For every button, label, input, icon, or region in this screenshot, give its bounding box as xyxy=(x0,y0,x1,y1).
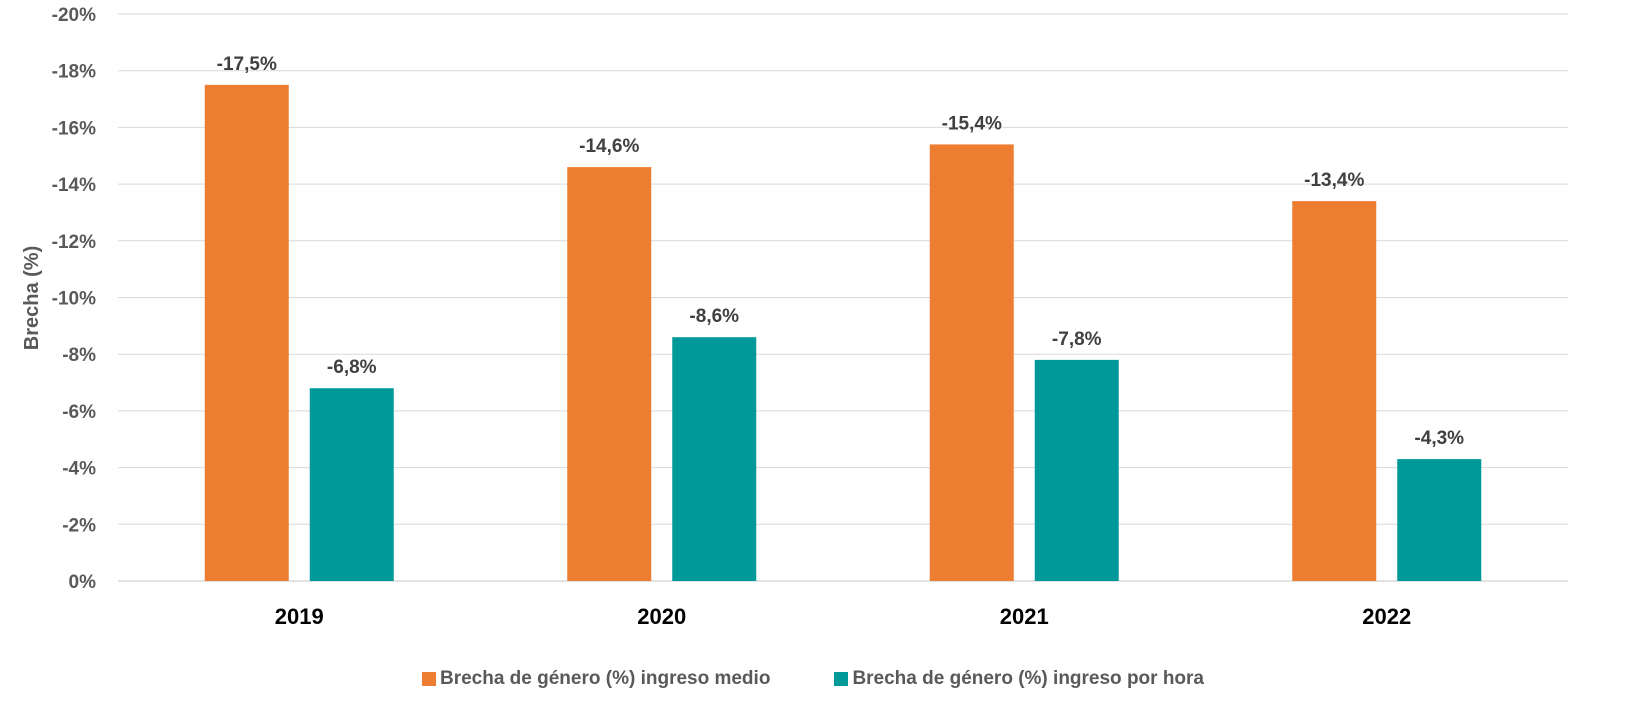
x-tick-label: 2021 xyxy=(1000,604,1049,629)
data-label: -7,8% xyxy=(1052,329,1102,350)
data-label: -14,6% xyxy=(579,136,639,157)
y-tick-label: -20% xyxy=(52,5,96,26)
y-tick-label: -16% xyxy=(52,118,96,139)
legend-label: Brecha de género (%) ingreso medio xyxy=(439,668,771,689)
y-tick-label: 0% xyxy=(69,572,97,593)
bars xyxy=(204,84,1482,582)
data-label: -8,6% xyxy=(689,306,739,327)
legend: Brecha de género (%) ingreso medio Brech… xyxy=(0,664,1626,694)
legend-item-ingreso-medio: Brecha de género (%) ingreso medio xyxy=(421,668,771,690)
y-axis-ticks: 0% -2% -4% -6% -8% -10% -12% -14% -16% -18% -20% xyxy=(52,5,96,593)
y-tick-label: -2% xyxy=(62,515,96,536)
legend-swatch xyxy=(421,672,436,686)
x-tick-label: 2020 xyxy=(637,604,686,629)
bar-ingreso-medio xyxy=(1292,201,1377,582)
x-tick-label: 2022 xyxy=(1362,604,1411,629)
bar-chart: -17,5% -6,8% -14,6% -8,6% -15,4% -7,8% -13,4% -… xyxy=(21,5,1568,629)
bar-ingreso-por-hora xyxy=(1397,459,1482,581)
y-tick-label: -12% xyxy=(52,232,96,253)
data-label: -6,8% xyxy=(327,357,377,378)
bar-ingreso-por-hora xyxy=(672,337,757,581)
legend-label: Brecha de género (%) ingreso por hora xyxy=(852,668,1205,689)
data-label: -13,4% xyxy=(1304,170,1364,191)
y-tick-label: -6% xyxy=(62,402,96,423)
y-tick-label: -10% xyxy=(52,289,96,310)
x-tick-label: 2019 xyxy=(275,604,324,629)
y-tick-label: -4% xyxy=(62,459,96,480)
y-tick-label: -8% xyxy=(62,345,96,366)
bar-ingreso-medio xyxy=(567,167,652,581)
data-label: -17,5% xyxy=(217,54,277,75)
x-axis-ticks: 2019 2020 2021 2022 xyxy=(275,604,1411,629)
data-label: -4,3% xyxy=(1414,428,1464,449)
bar-ingreso-medio xyxy=(929,144,1014,581)
data-labels: -17,5% -6,8% -14,6% -8,6% -15,4% -7,8% -13,4% -… xyxy=(217,54,1465,449)
legend-swatch xyxy=(834,672,849,686)
legend-item-ingreso-por-hora: Brecha de género (%) ingreso por hora xyxy=(834,668,1204,690)
bar-ingreso-medio xyxy=(204,84,289,581)
data-label: -15,4% xyxy=(942,113,1002,134)
bar-ingreso-por-hora xyxy=(309,388,394,581)
y-tick-label: -14% xyxy=(52,175,96,196)
y-axis-label: Brecha (%) xyxy=(21,246,43,350)
y-tick-label: -18% xyxy=(52,62,96,83)
bar-ingreso-por-hora xyxy=(1034,359,1119,581)
